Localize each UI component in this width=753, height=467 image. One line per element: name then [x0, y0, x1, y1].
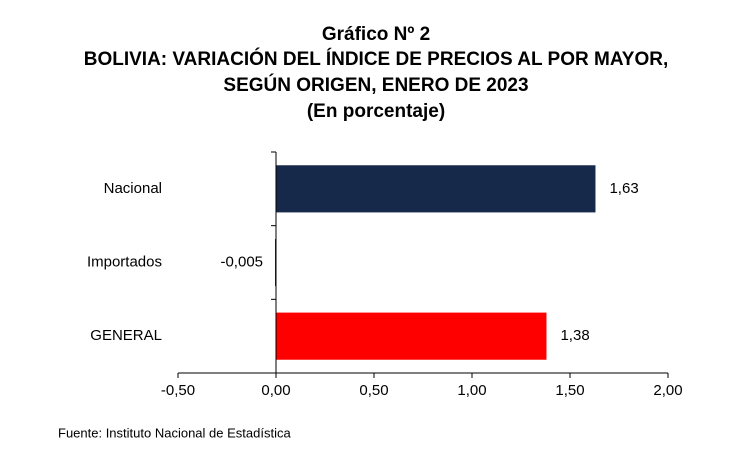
x-tick-label: 2,00	[653, 382, 682, 399]
chart-title: BOLIVIA: VARIACIÓN DEL ÍNDICE DE PRECIOS…	[84, 48, 669, 70]
category-label: Importados	[87, 253, 162, 270]
x-tick-label: 1,50	[555, 382, 584, 399]
chart-title: SEGÚN ORIGEN, ENERO DE 2023	[223, 74, 528, 96]
x-tick-label: 1,00	[457, 382, 486, 399]
x-tick-label: 0,00	[261, 382, 290, 399]
source: Fuente: Instituto Nacional de Estadístic…	[58, 425, 291, 440]
value-label: 1,38	[560, 327, 589, 344]
value-label: 1,63	[609, 180, 638, 197]
bar	[276, 312, 547, 360]
x-tick-label: 0,50	[359, 382, 388, 399]
x-tick-label: -0,50	[161, 382, 195, 399]
category-label: Nacional	[104, 180, 162, 197]
chart-title: Gráfico Nº 2	[322, 24, 430, 45]
value-label: -0,005	[220, 253, 263, 270]
bar	[276, 165, 596, 213]
chart-subtitle: (En porcentaje)	[307, 101, 445, 122]
category-label: GENERAL	[90, 327, 162, 344]
